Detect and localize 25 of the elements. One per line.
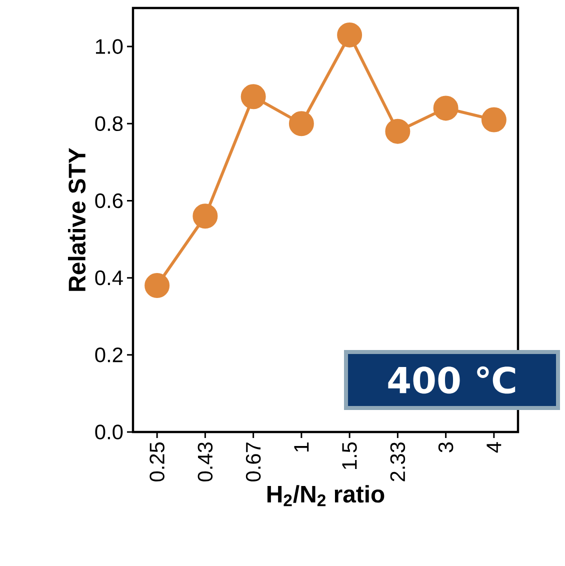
x-tick-label: 1.5 [342,442,357,470]
x-tick-label: 1 [294,442,309,452]
x-tick-label: 0.67 [246,442,261,482]
point [385,118,410,144]
point [481,107,506,132]
point [288,111,314,136]
y-tick-label: 0.2 [95,348,122,362]
y-tick-label: 1.0 [96,39,123,54]
y-tick-label: 0.4 [95,270,123,286]
annotation: 400 ℃ [388,366,516,394]
point [433,96,458,121]
x-tick-label: 0.43 [198,442,213,482]
x-tick-label: 2.33 [390,442,406,482]
point [192,204,218,229]
x-tick-label: 4 [486,442,502,453]
x-axis-title: H$_{2}$/N$_{2}$ ratio [267,485,384,506]
point [144,273,170,298]
x-tick-label: 3 [438,442,454,452]
x-tick-label: 0.25 [150,442,164,482]
y-tick-label: 0.6 [95,193,123,208]
point [240,84,266,110]
point [337,22,362,48]
y-tick-label: 0.8 [95,116,123,132]
y-axis-title: Relative STY [68,148,86,291]
y-tick-label: 0.0 [95,424,123,440]
